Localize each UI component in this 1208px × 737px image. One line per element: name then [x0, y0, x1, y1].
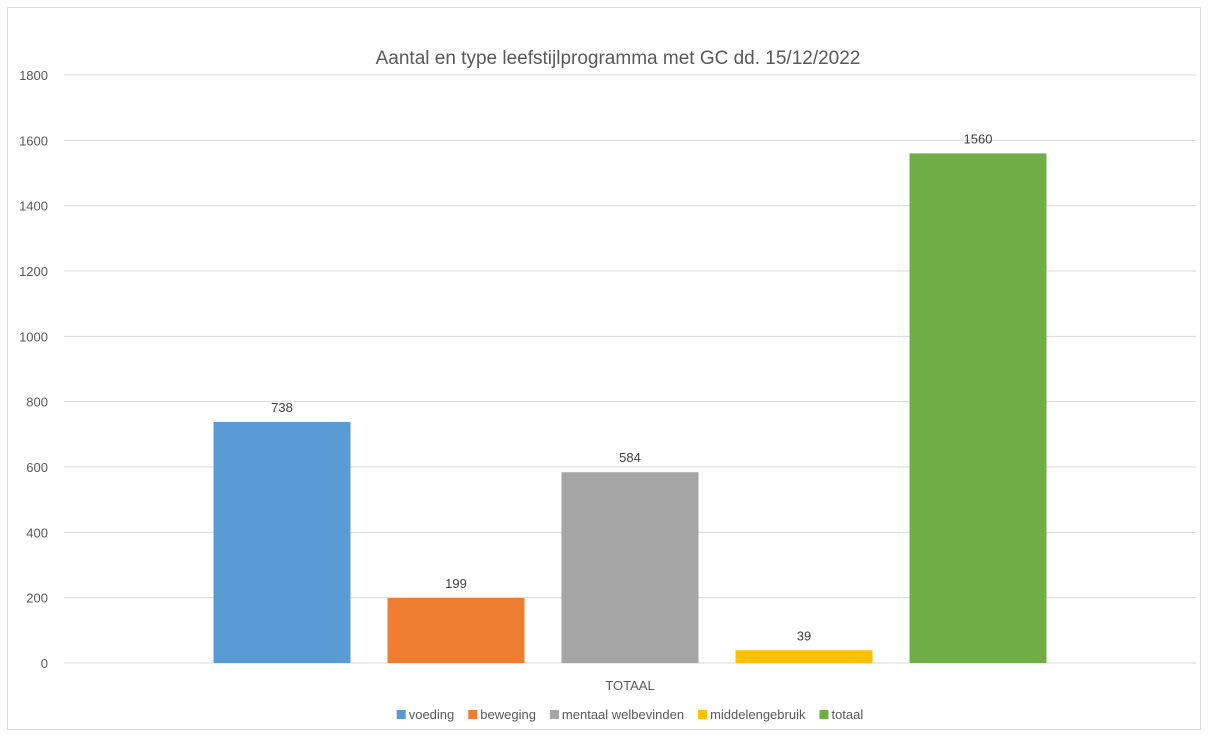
legend-swatch	[698, 710, 708, 719]
bar-voeding	[213, 421, 351, 663]
legend-label: mentaal welbevinden	[562, 707, 684, 722]
bars	[213, 153, 1047, 663]
data-label: 1560	[964, 131, 993, 146]
y-tick-label: 1000	[19, 329, 48, 344]
bar-middelengebruik	[735, 650, 873, 663]
y-tick-label: 600	[26, 460, 48, 475]
y-tick-label: 200	[26, 591, 48, 606]
y-tick-label: 0	[41, 656, 48, 671]
y-axis-ticks: 0 200 400 600 800 1000 1200 1400 1600 1800	[19, 68, 48, 671]
data-label: 584	[619, 450, 641, 465]
legend-item: mentaal welbevinden	[549, 707, 684, 722]
y-tick-label: 1200	[19, 264, 48, 279]
legend-label: beweging	[480, 707, 536, 722]
bar-beweging	[387, 597, 525, 663]
y-tick-label: 800	[26, 395, 48, 410]
legend-swatch	[396, 710, 406, 719]
data-label: 199	[445, 576, 467, 591]
legend-item: totaal	[819, 707, 863, 722]
y-tick-label: 1800	[19, 68, 48, 83]
x-category-label: TOTAAL	[605, 678, 654, 693]
bar-mentaal-welbevinden	[561, 472, 699, 663]
legend-swatch	[819, 710, 829, 719]
legend-swatch	[549, 710, 559, 719]
chart-title: Aantal en type leefstijlprogramma met GC…	[376, 48, 861, 69]
legend-item: middelengebruik	[698, 707, 806, 722]
bar-totaal	[909, 153, 1047, 663]
legend-label: voeding	[409, 707, 455, 722]
y-tick-label: 1600	[19, 133, 48, 148]
data-label: 39	[797, 628, 811, 643]
legend-label: middelengebruik	[710, 707, 806, 722]
legend-label: totaal	[831, 707, 863, 722]
data-label: 738	[271, 400, 293, 415]
y-tick-label: 400	[26, 525, 48, 540]
legend-item: beweging	[468, 707, 536, 722]
legend-item: voeding	[396, 707, 455, 722]
legend: voeding beweging mentaal welbevinden middel…	[396, 707, 863, 722]
legend-swatch	[468, 710, 478, 719]
y-tick-label: 1400	[19, 199, 48, 214]
data-labels: 738 199 584 39 1560	[271, 131, 992, 643]
